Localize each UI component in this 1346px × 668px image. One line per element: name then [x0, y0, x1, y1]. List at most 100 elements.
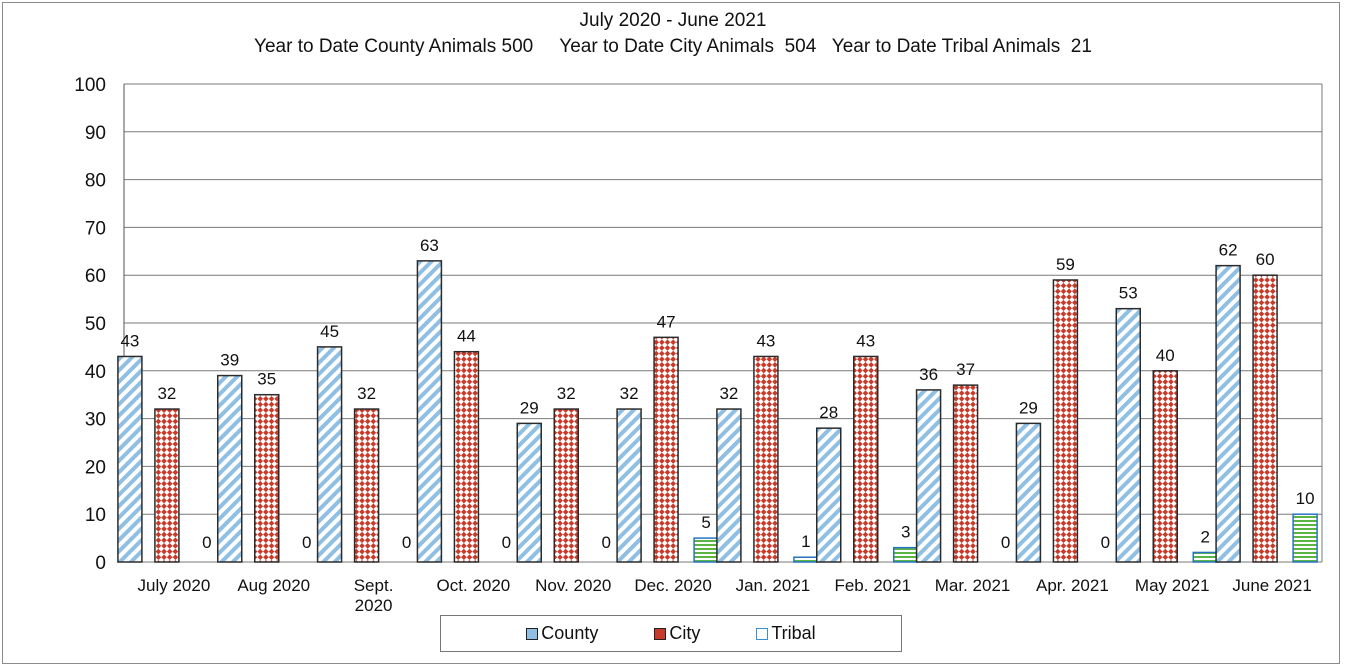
data-label-tribal: 10: [1296, 489, 1315, 508]
data-label-city: 32: [157, 384, 176, 403]
bar-city: [1252, 274, 1278, 563]
data-label-tribal: 0: [502, 533, 511, 552]
data-label-county: 32: [719, 384, 738, 403]
data-label-county: 45: [320, 322, 339, 341]
x-tick-label: Feb. 2021: [834, 576, 911, 595]
bar-city: [952, 384, 979, 563]
data-label-county: 62: [1219, 241, 1238, 260]
data-label-city: 32: [557, 384, 576, 403]
y-tick-label: 10: [85, 505, 106, 526]
legend-label-county: County: [541, 623, 599, 643]
data-label-tribal: 0: [202, 533, 211, 552]
data-label-city: 32: [357, 384, 376, 403]
data-label-county: 36: [919, 365, 938, 384]
bar-city: [254, 393, 280, 563]
data-label-county: 32: [620, 384, 639, 403]
bar-city: [353, 408, 380, 563]
bar-county: [516, 422, 542, 563]
bar-city: [1052, 279, 1079, 563]
data-label-city: 59: [1056, 255, 1075, 274]
x-tick-label: Oct. 2020: [437, 576, 511, 595]
x-tick-label: Apr. 2021: [1036, 576, 1109, 595]
data-label-city: 60: [1256, 250, 1275, 269]
y-tick-label: 30: [85, 410, 106, 431]
bars: [117, 260, 1318, 563]
bar-county: [616, 408, 642, 563]
legend-item-city: City: [654, 623, 700, 644]
data-label-city: 43: [856, 331, 875, 350]
data-label-tribal: 5: [701, 513, 710, 532]
bar-city: [1152, 370, 1178, 563]
y-tick-label: 50: [85, 314, 106, 335]
bar-tribal: [693, 537, 719, 563]
x-tick-label: Nov. 2020: [535, 576, 611, 595]
data-label-county: 63: [420, 236, 439, 255]
data-label-tribal: 0: [1101, 533, 1110, 552]
x-tick-label: Dec. 2020: [634, 576, 712, 595]
bar-county: [416, 260, 443, 563]
legend-label-tribal: Tribal: [771, 623, 816, 643]
x-tick-label: 2020: [355, 596, 393, 615]
y-tick-label: 40: [85, 362, 106, 383]
bar-county: [1015, 422, 1042, 563]
data-label-city: 37: [956, 360, 975, 379]
bar-county: [1215, 264, 1241, 563]
data-label-county: 43: [120, 331, 139, 350]
y-tick-label: 70: [85, 218, 106, 239]
legend-item-county: County: [526, 623, 598, 644]
bar-county: [316, 346, 343, 563]
legend-swatch-city: [654, 627, 667, 640]
x-tick-label: July 2020: [138, 576, 211, 595]
bar-city: [653, 336, 679, 563]
x-tick-label: Mar. 2021: [935, 576, 1011, 595]
data-label-city: 40: [1156, 346, 1175, 365]
bar-tribal: [1192, 551, 1218, 563]
bar-county: [217, 374, 243, 563]
data-label-county: 28: [819, 403, 838, 422]
bar-city: [453, 350, 480, 563]
bar-county: [117, 355, 143, 563]
x-tick-label: Aug 2020: [237, 576, 310, 595]
data-label-tribal: 3: [901, 523, 910, 542]
data-label-tribal: 2: [1201, 527, 1210, 546]
legend: County City Tribal: [440, 615, 902, 652]
data-label-county: 39: [220, 351, 239, 370]
bar-county: [816, 427, 842, 563]
data-label-tribal: 0: [402, 533, 411, 552]
y-tick-label: 20: [85, 457, 106, 478]
y-tick-label: 80: [85, 171, 106, 192]
legend-swatch-county: [526, 627, 539, 640]
legend-item-tribal: Tribal: [756, 623, 816, 644]
y-tick-label: 100: [74, 75, 106, 96]
data-label-county: 29: [1019, 398, 1038, 417]
bar-city: [753, 355, 779, 563]
bar-city: [853, 355, 879, 563]
x-tick-label: Sept.: [354, 576, 394, 595]
bar-tribal: [893, 546, 919, 563]
y-tick-label: 90: [85, 123, 106, 144]
data-label-city: 43: [756, 331, 775, 350]
x-tick-label: Jan. 2021: [736, 576, 811, 595]
data-label-county: 29: [520, 398, 539, 417]
data-label-tribal: 0: [1001, 533, 1010, 552]
legend-swatch-tribal: [756, 627, 769, 640]
bar-city: [553, 408, 579, 563]
data-label-city: 44: [457, 327, 476, 346]
y-tick-label: 60: [85, 266, 106, 287]
data-label-county: 53: [1119, 284, 1138, 303]
bar-county: [1115, 307, 1141, 563]
bar-county: [716, 408, 742, 563]
chart-subtitle: Year to Date County Animals 500 Year to …: [254, 36, 1092, 57]
bar-tribal: [1292, 513, 1318, 563]
data-label-tribal: 0: [302, 533, 311, 552]
chart-title: July 2020 - June 2021: [579, 10, 767, 31]
x-tick-label: June 2021: [1232, 576, 1311, 595]
data-label-city: 35: [257, 370, 276, 389]
data-labels: 4332039350453206344029320324753243128433…: [120, 236, 1314, 552]
legend-label-city: City: [669, 623, 701, 643]
y-tick-label: 0: [95, 553, 106, 574]
bar-county: [915, 389, 942, 563]
x-tick-label: May 2021: [1135, 576, 1210, 595]
data-label-tribal: 1: [801, 532, 810, 551]
